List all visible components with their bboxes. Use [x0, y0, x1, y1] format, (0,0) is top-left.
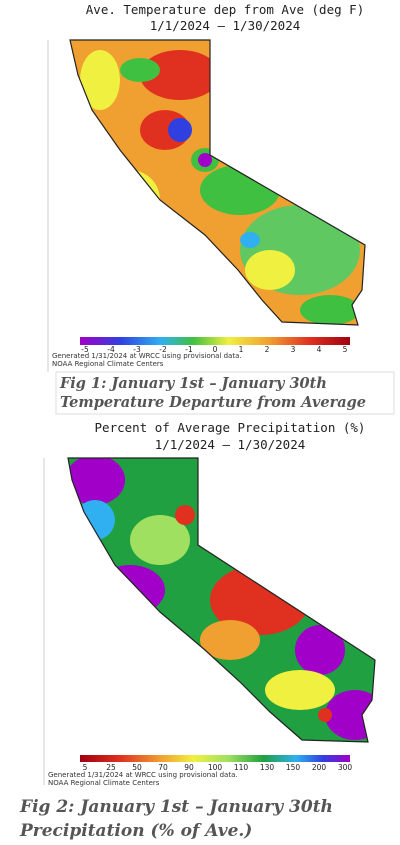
scale-label: 110	[234, 763, 249, 772]
scale-label: 5	[83, 763, 88, 772]
scale-label: 70	[158, 763, 168, 772]
scale-label: -4	[107, 345, 115, 354]
source-note: NOAA Regional Climate Centers	[48, 779, 160, 787]
scale-label: 1	[239, 345, 244, 354]
scale-label: 50	[132, 763, 142, 772]
temperature-map	[70, 40, 365, 325]
map-title: Percent of Average Precipitation (%)	[95, 420, 366, 435]
scale-label: 90	[184, 763, 194, 772]
source-note: NOAA Regional Climate Centers	[52, 360, 164, 368]
scale-label: -3	[133, 345, 141, 354]
scale-label: 25	[106, 763, 116, 772]
caption-line: Fig 1: January 1st – January 30th	[59, 375, 327, 392]
generated-note: Generated 1/31/2024 at WRCC using provis…	[48, 771, 238, 779]
scale-label: -5	[81, 345, 89, 354]
scale-label: 5	[343, 345, 348, 354]
caption-box	[55, 371, 395, 415]
map-dates: 1/1/2024 – 1/30/2024	[150, 18, 301, 33]
scale-label: 300	[338, 763, 353, 772]
scale-label: -1	[185, 345, 193, 354]
scale-label: -2	[159, 345, 167, 354]
scale-label: 130	[260, 763, 275, 772]
generated-note: Generated 1/31/2024 at WRCC using provis…	[52, 352, 242, 360]
map-dates: 1/1/2024 – 1/30/2024	[155, 437, 306, 452]
caption-line: Fig 2: January 1st – January 30th	[19, 797, 333, 817]
scale-label: 150	[286, 763, 301, 772]
state-border	[69, 39, 366, 326]
scale-label: 4	[317, 345, 322, 354]
state-border	[67, 457, 376, 743]
precipitation-map	[68, 458, 375, 742]
scale-label: 2	[265, 345, 270, 354]
scale-label: 200	[312, 763, 327, 772]
color-scale	[80, 755, 350, 762]
caption-line: Precipitation (% of Ave.)	[19, 821, 252, 841]
map-title: Ave. Temperature dep from Ave (deg F)	[86, 2, 364, 17]
color-scale	[80, 337, 350, 345]
scale-label: 100	[208, 763, 223, 772]
scale-label: 0	[213, 345, 218, 354]
scale-label: 3	[291, 345, 296, 354]
caption-line: Temperature Departure from Average	[60, 394, 366, 411]
